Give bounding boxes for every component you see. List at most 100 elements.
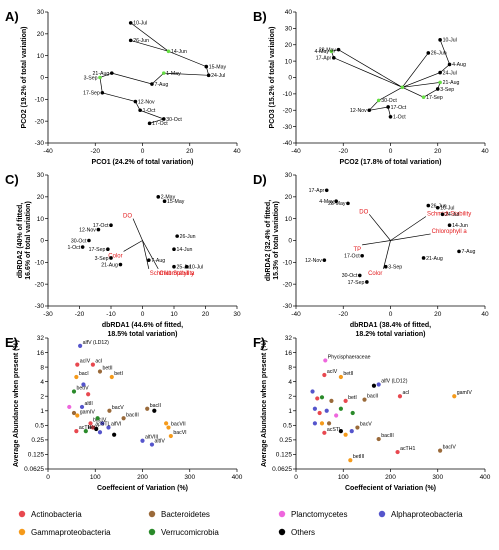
point-label: 30-Oct xyxy=(381,98,397,104)
y-axis-title: Average Abundance when present (%) xyxy=(13,340,20,467)
point-label: 1-Oct xyxy=(143,108,156,114)
x-tick-label: 20 xyxy=(434,148,442,155)
data-point xyxy=(334,413,339,418)
data-point xyxy=(162,199,167,203)
panel-letter: C) xyxy=(5,172,19,187)
y-tick-label: 4 xyxy=(40,379,44,386)
y-axis-title-line: dbRDA2 (40% of fitted, xyxy=(17,203,24,279)
panel-1: A) -40 -20 0 20 40 -30 -20 -10 0 10 20 30 PCO1 (24.2%… xyxy=(5,9,241,166)
point-label: 10-Jul xyxy=(443,38,457,44)
data-point xyxy=(140,438,145,443)
data-point xyxy=(447,223,452,228)
y-tick-label: 16 xyxy=(285,350,293,357)
data-point xyxy=(145,406,150,411)
y-axis-title-line: dbRDA2 (32.4% of fitted, xyxy=(265,200,272,281)
point-label: acTH1 xyxy=(79,425,94,431)
data-point xyxy=(350,410,355,416)
point-label: 26-Jun xyxy=(180,234,196,240)
data-point xyxy=(95,416,100,421)
x-tick-label: 20 xyxy=(202,311,210,318)
vector-line xyxy=(368,214,391,241)
data-point xyxy=(438,448,443,453)
data-point xyxy=(315,396,320,401)
data-point xyxy=(161,71,166,75)
point-label: acIV xyxy=(327,369,338,375)
point-label: 17-Apr xyxy=(316,56,332,62)
data-point xyxy=(371,383,377,388)
data-point xyxy=(97,430,103,435)
legend-label: Verrucomicrobia xyxy=(161,528,219,537)
point-label: 10-Jul xyxy=(440,206,454,212)
data-point xyxy=(386,105,390,109)
vector-line xyxy=(123,240,143,252)
y-tick-label: -30 xyxy=(35,303,45,310)
point-label: 14-Jun xyxy=(171,49,187,55)
point-label: 17-Oct xyxy=(391,105,407,111)
y-axis-title-line: 16.6% of total variation) xyxy=(25,201,32,280)
y-tick-label: -10 xyxy=(283,91,293,98)
data-point xyxy=(324,188,329,193)
data-point xyxy=(112,432,117,437)
x-axis-title: Coeffecient of Variation (%) xyxy=(97,485,188,492)
point-label: 15-May xyxy=(209,64,227,70)
data-point xyxy=(128,21,133,25)
point-label: 17-Sep xyxy=(89,247,106,253)
x-tick-label: -20 xyxy=(339,148,349,155)
point-label: betIV xyxy=(76,386,89,392)
y-axis-title: Average Abundance when present (%) xyxy=(261,340,268,467)
y-tick-label: 30 xyxy=(37,9,45,16)
y-tick-label: -20 xyxy=(283,107,293,114)
point-label: 28-May xyxy=(319,47,337,53)
data-point xyxy=(172,247,176,252)
data-point xyxy=(329,398,334,404)
point-label: 3-Sep xyxy=(440,87,454,93)
y-tick-label: -20 xyxy=(283,281,293,288)
data-point xyxy=(164,421,169,426)
y-axis-title: PCO3 (15.2% of total variation) xyxy=(269,27,276,129)
data-point xyxy=(175,234,179,238)
point-label: 24-Jul xyxy=(211,73,225,79)
y-tick-label: 20 xyxy=(285,194,293,201)
x-tick-label: 0 xyxy=(294,474,298,481)
point-label: 10-Jul xyxy=(133,21,147,27)
point-label: alfV (LD12) xyxy=(381,378,408,384)
point-label: bacIV xyxy=(443,445,457,451)
data-point xyxy=(75,362,80,367)
y-tick-label: -30 xyxy=(35,140,45,147)
x-tick-label: 200 xyxy=(137,474,148,481)
data-point xyxy=(133,99,138,104)
panel-6: F) 0 100 200 300 400 32 16 8 4 2 1 0.5 0.25 0.125 0.062… xyxy=(253,335,491,492)
data-point xyxy=(98,75,102,80)
point-label: bacV xyxy=(112,405,124,411)
data-point xyxy=(100,421,105,426)
point-label: 2-May xyxy=(161,195,176,201)
legend: Actinobacteria Bacteroidetes Planctomycete… xyxy=(18,510,463,537)
y-tick-label: 0 xyxy=(40,75,44,82)
data-point xyxy=(206,73,211,78)
data-point xyxy=(376,436,381,442)
vector-line xyxy=(142,240,159,270)
x-tick-label: -40 xyxy=(291,311,301,318)
data-point xyxy=(106,247,110,252)
legend-marker xyxy=(278,528,286,536)
data-point xyxy=(395,449,400,455)
point-label: acSTL xyxy=(95,422,110,428)
data-point xyxy=(121,416,126,421)
legend-label: Actinobacteria xyxy=(31,510,82,519)
data-point xyxy=(90,362,95,367)
data-point xyxy=(78,343,83,348)
y-tick-label: 8 xyxy=(288,364,292,371)
point-label: acTH1 xyxy=(400,446,415,452)
data-point xyxy=(349,428,354,434)
x-tick-label: 300 xyxy=(184,474,195,481)
y-tick-label: 10 xyxy=(285,216,293,223)
x-tick-label: 10 xyxy=(170,311,178,318)
data-point xyxy=(79,404,85,410)
data-point xyxy=(367,108,372,113)
point-label: betV xyxy=(88,425,99,431)
y-tick-label: 0.5 xyxy=(283,423,292,430)
point-label: Phycisphaeraceae xyxy=(328,354,371,360)
data-point xyxy=(435,87,440,91)
point-label: bacV xyxy=(360,422,372,428)
point-label: gamIV xyxy=(457,390,473,396)
